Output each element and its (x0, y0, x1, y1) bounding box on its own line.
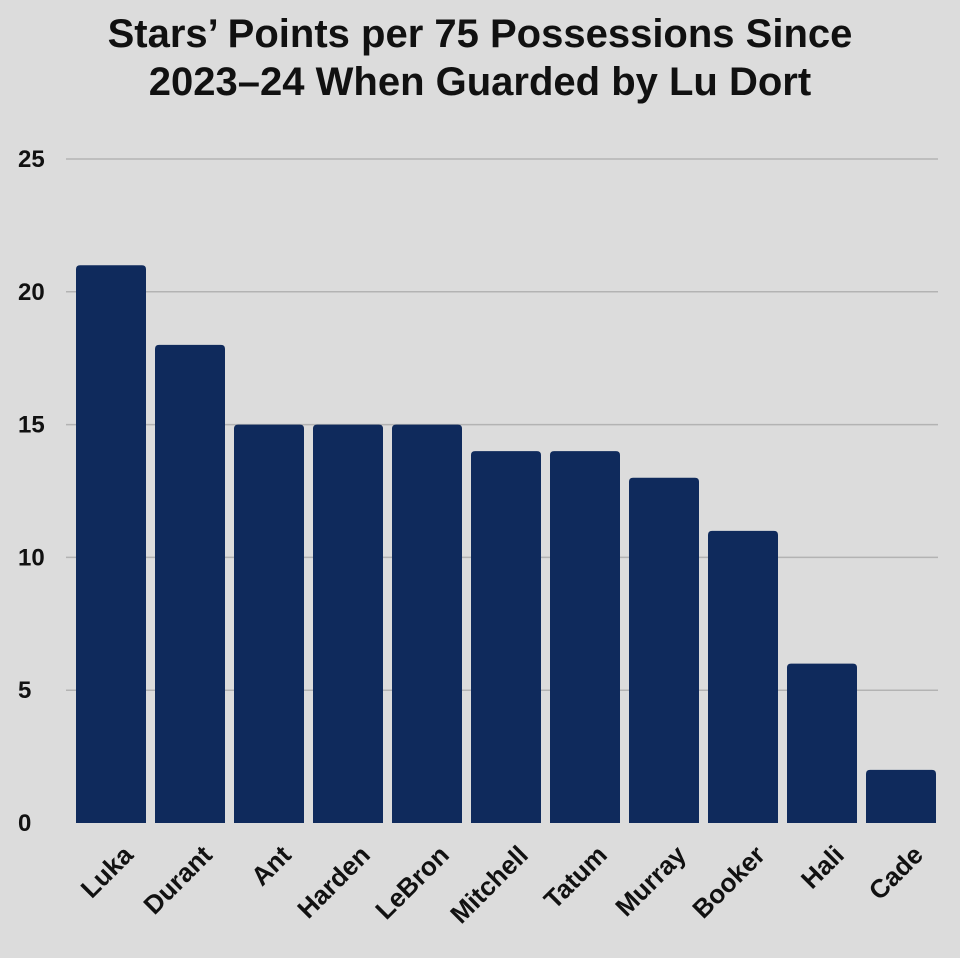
bar-ant (234, 424, 304, 823)
bar-hali (787, 663, 857, 823)
x-tick-label-durant: Durant (137, 839, 218, 920)
x-tick-label-harden: Harden (291, 840, 376, 925)
bar-harden (313, 424, 383, 823)
bar-durant (155, 344, 225, 823)
x-tick-label-tatum: Tatum (538, 840, 613, 915)
x-tick-label-hali: Hali (795, 840, 850, 895)
bar-luka (76, 265, 146, 823)
bar-mitchell (471, 451, 541, 823)
y-tick-label: 0 (18, 810, 31, 837)
y-axis-ticks: 0 5 10 15 20 25 (18, 146, 45, 837)
y-tick-label: 15 (18, 412, 45, 439)
x-tick-label-lebron: LeBron (369, 840, 455, 926)
x-tick-label-mitchell: Mitchell (444, 840, 534, 930)
x-tick-label-luka: Luka (75, 839, 140, 904)
bar-lebron (392, 424, 462, 823)
x-tick-label-ant: Ant (245, 839, 297, 891)
x-tick-label-murray: Murray (609, 839, 692, 922)
bar-cade (866, 769, 936, 823)
x-tick-label-booker: Booker (686, 840, 771, 925)
bar-booker (708, 530, 778, 823)
chart-title: Stars’ Points per 75 Possessions Since 2… (0, 10, 960, 106)
y-tick-label: 20 (18, 279, 45, 306)
x-tick-label-cade: Cade (863, 840, 929, 906)
chart-title-line-2: 2023–24 When Guarded by Lu Dort (148, 60, 812, 104)
y-tick-label: 25 (18, 146, 45, 173)
chart-title-line-1: Stars’ Points per 75 Possessions Since (107, 12, 853, 56)
bars (76, 265, 936, 823)
bar-murray (629, 477, 699, 823)
y-tick-label: 5 (18, 677, 31, 704)
bar-tatum (550, 451, 620, 823)
y-tick-label: 10 (18, 544, 45, 571)
